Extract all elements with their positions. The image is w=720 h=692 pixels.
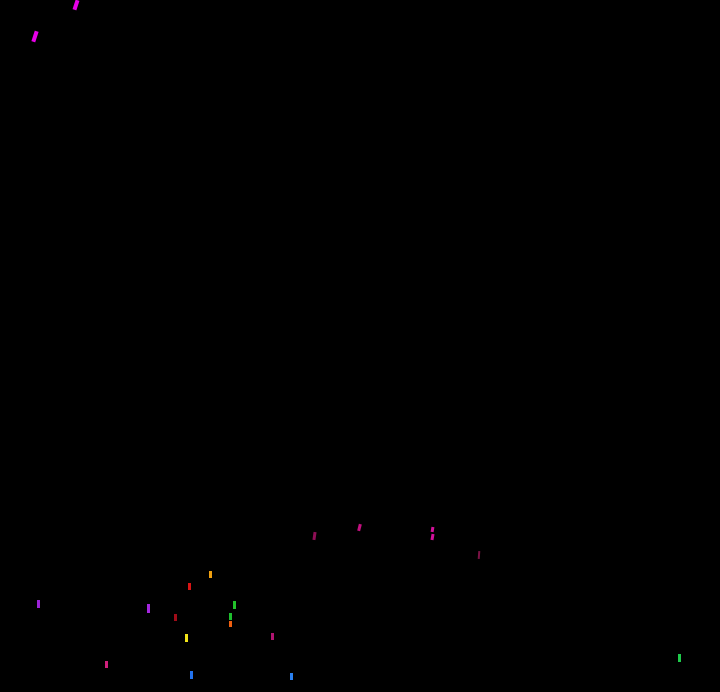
mark-magenta-mid-3 [430,526,435,533]
mark-pink-1 [105,661,108,668]
mark-magenta-mid-1 [312,531,317,541]
mark-magenta-mid-4 [430,533,435,541]
mark-magenta-top-1 [72,0,80,11]
mark-magenta-mid-2 [357,523,362,532]
mark-amber-1 [209,571,212,578]
mark-green-2 [229,613,232,620]
mark-crimson-1 [174,614,177,621]
mark-violet-2 [37,600,40,608]
mark-orange-1 [229,621,232,627]
mark-magenta-top-2 [31,30,39,43]
mark-violet-3 [271,633,274,640]
mark-magenta-mid-5 [477,550,481,560]
mark-blue-2 [290,673,293,680]
mark-green-1 [233,601,236,609]
mark-violet-1 [147,604,150,613]
mark-blue-1 [190,671,193,679]
mark-yellow-1 [185,634,188,642]
mark-green-3 [678,654,681,662]
mark-red-1 [188,583,191,590]
